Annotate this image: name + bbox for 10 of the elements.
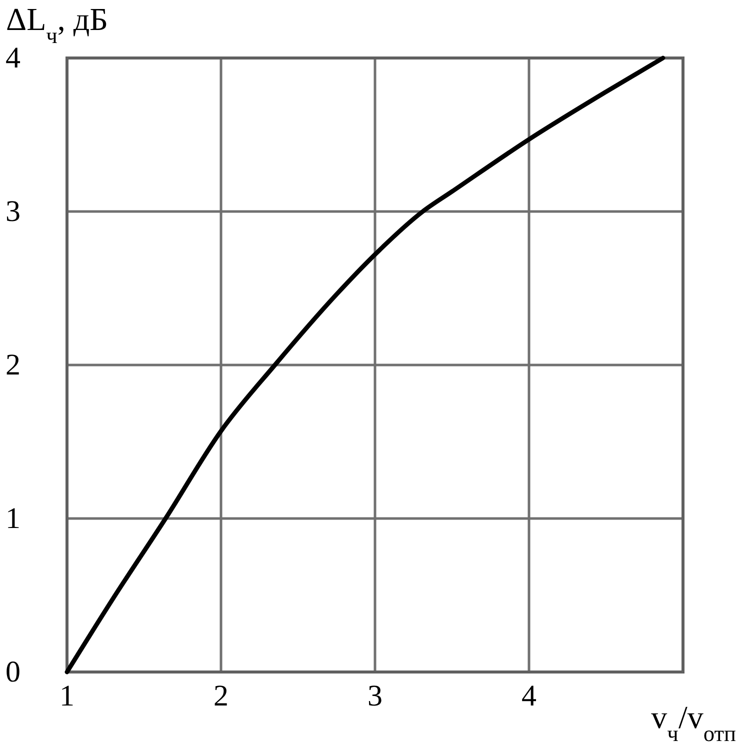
x-tick-label: 1: [60, 679, 74, 712]
x-tick-label: 3: [368, 679, 382, 712]
y-tick-label: 1: [6, 502, 20, 536]
y-tick-label: 0: [6, 656, 20, 689]
y-tick-label: 3: [6, 195, 20, 228]
x-axis-title: v$_{ч}$/v$_{отп}$: [651, 699, 736, 745]
y-tick-label: 2: [6, 348, 20, 382]
line-series: [64, 56, 666, 674]
x-tick-label: 2: [214, 679, 228, 712]
x-tick-label: 4: [522, 679, 536, 712]
